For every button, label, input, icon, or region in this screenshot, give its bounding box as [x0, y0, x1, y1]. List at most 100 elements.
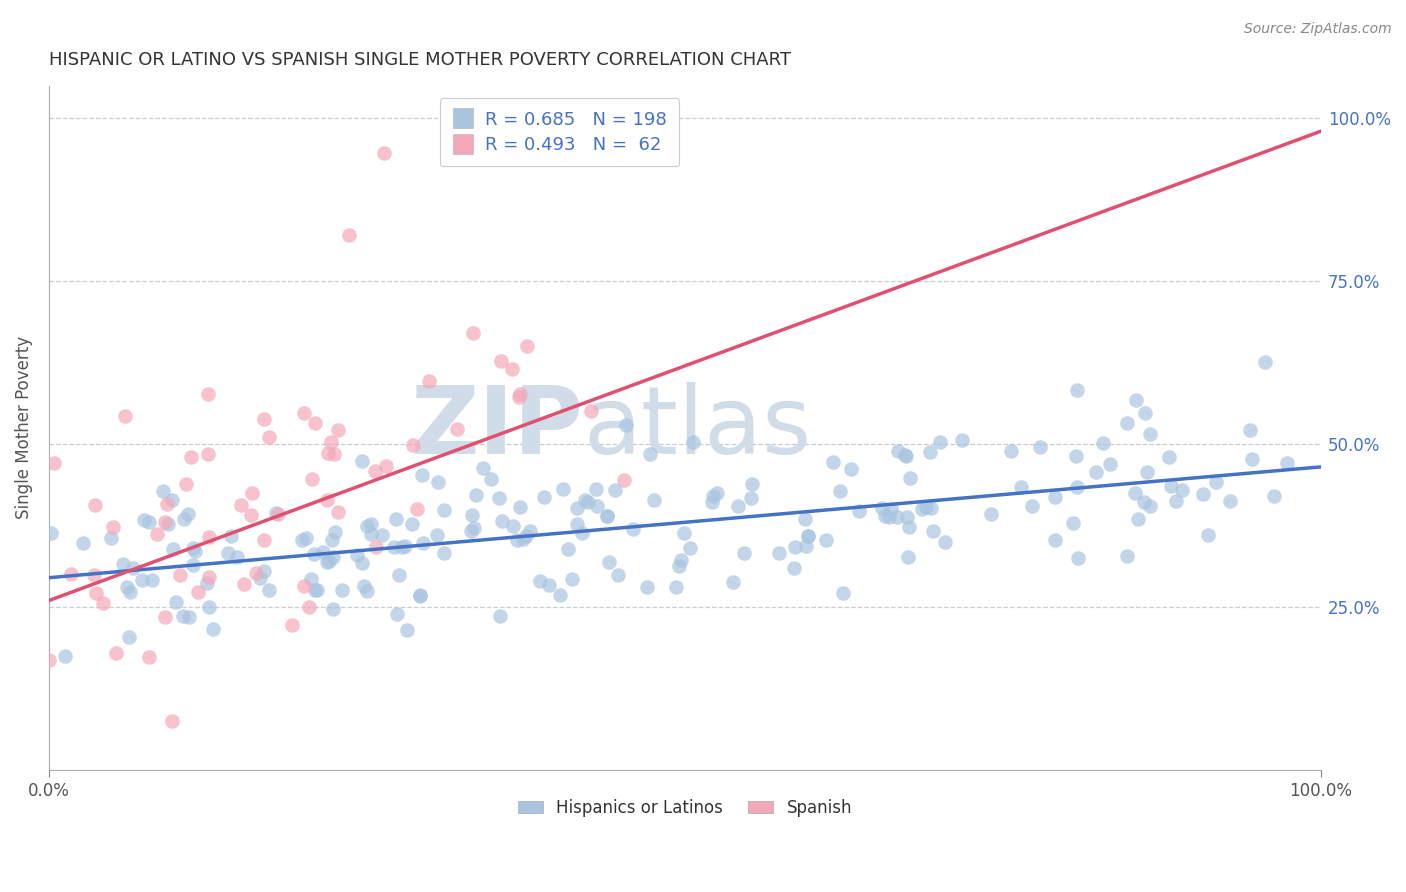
Point [38, 652, 60, 666]
Point [346, 548, 368, 562]
Point [463, 521, 485, 535]
Point [896, 509, 918, 524]
Point [181, 541, 204, 556]
Point [180, 450, 202, 464]
Text: Source: ZipAtlas.com: Source: ZipAtlas.com [1244, 22, 1392, 37]
Point [395, 624, 418, 638]
Point [181, 558, 204, 573]
Point [385, 607, 408, 621]
Point [548, 589, 571, 603]
Point [323, 525, 346, 540]
Point [1159, 450, 1181, 464]
Point [1135, 406, 1157, 420]
Point [586, 499, 609, 513]
Point [911, 501, 934, 516]
Point [638, 447, 661, 461]
Point [706, 486, 728, 500]
Point [727, 500, 749, 514]
Point [636, 581, 658, 595]
Point [613, 473, 636, 487]
Point [502, 519, 524, 533]
Point [797, 529, 820, 543]
Point [39, 526, 62, 541]
Point [184, 543, 207, 558]
Point [304, 547, 326, 561]
Point [179, 610, 201, 624]
Point [1043, 533, 1066, 547]
Point [315, 492, 337, 507]
Point [679, 541, 702, 555]
Point [519, 524, 541, 539]
Point [259, 429, 281, 443]
Point [319, 435, 342, 450]
Point [326, 423, 349, 437]
Point [621, 522, 644, 536]
Point [839, 462, 862, 476]
Point [146, 527, 169, 541]
Point [721, 574, 744, 589]
Point [785, 540, 807, 554]
Point [409, 590, 432, 604]
Point [172, 608, 194, 623]
Point [394, 539, 416, 553]
Point [84, 586, 107, 600]
Point [595, 508, 617, 523]
Point [409, 588, 432, 602]
Point [173, 512, 195, 526]
Point [603, 483, 626, 498]
Point [229, 499, 252, 513]
Point [472, 461, 495, 475]
Point [509, 500, 531, 514]
Point [132, 513, 155, 527]
Point [669, 553, 692, 567]
Point [292, 406, 315, 420]
Point [682, 434, 704, 449]
Point [322, 602, 344, 616]
Point [509, 387, 531, 401]
Point [512, 532, 534, 546]
Point [1254, 355, 1277, 369]
Point [796, 529, 818, 543]
Point [100, 531, 122, 545]
Point [828, 484, 851, 499]
Point [318, 445, 340, 459]
Point [1139, 427, 1161, 442]
Point [1219, 493, 1241, 508]
Point [374, 459, 396, 474]
Point [330, 583, 353, 598]
Point [537, 578, 560, 592]
Point [880, 502, 903, 516]
Point [614, 418, 637, 433]
Point [197, 387, 219, 401]
Point [1092, 436, 1115, 450]
Point [489, 609, 512, 624]
Point [84, 498, 107, 512]
Point [1066, 479, 1088, 493]
Point [301, 472, 323, 486]
Point [59, 567, 82, 582]
Point [1205, 475, 1227, 489]
Point [118, 585, 141, 599]
Point [385, 511, 408, 525]
Point [1066, 383, 1088, 397]
Point [187, 584, 209, 599]
Point [914, 500, 936, 514]
Point [567, 501, 589, 516]
Point [364, 463, 387, 477]
Point [304, 417, 326, 431]
Point [162, 542, 184, 557]
Point [249, 571, 271, 585]
Point [928, 435, 950, 450]
Point [1062, 516, 1084, 531]
Point [160, 714, 183, 728]
Point [122, 561, 145, 575]
Point [576, 495, 599, 509]
Point [402, 438, 425, 452]
Point [72, 536, 94, 550]
Point [1116, 549, 1139, 564]
Point [1136, 465, 1159, 479]
Point [253, 533, 276, 547]
Point [821, 455, 844, 469]
Point [898, 520, 921, 534]
Point [290, 533, 312, 547]
